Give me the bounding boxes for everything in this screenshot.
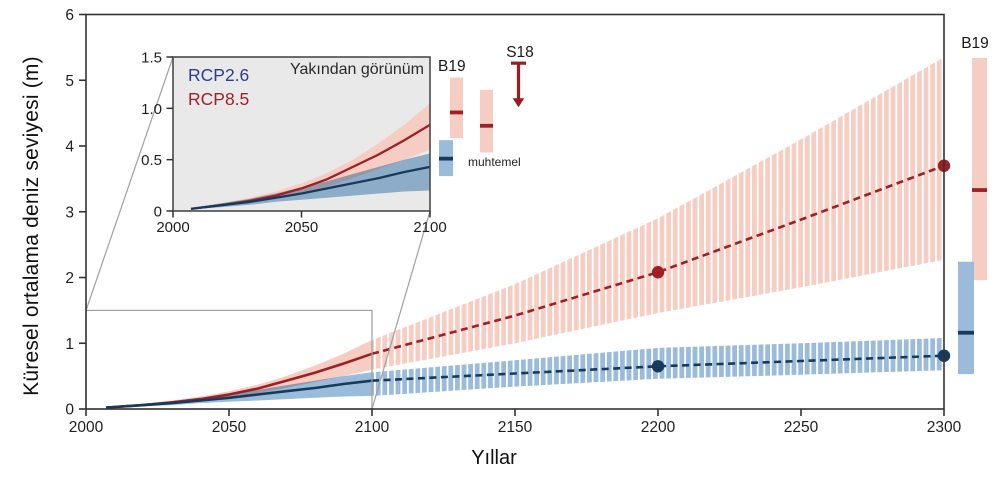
- legend-rcp26: RCP2.6: [188, 65, 249, 85]
- rcp85-marker-2200: [651, 266, 665, 279]
- b19-rcp85-2300-range: [972, 57, 987, 281]
- b19-rcp26-2100-median-tick: [439, 156, 453, 161]
- rcp85-band-hatched: [372, 57, 944, 370]
- b19-rcp85-2300-bar: [972, 57, 987, 281]
- inset-y-tick-label: 0.5: [141, 152, 162, 169]
- y-tick-label: 6: [65, 7, 74, 24]
- muhtemel-rcp85-2100-bar: [480, 89, 493, 153]
- rcp26-band-solid: [106, 372, 372, 409]
- x-axis-title: Yıllar: [471, 447, 517, 469]
- rcp26-marker-2200: [651, 360, 665, 373]
- x-tick-label: 2050: [212, 419, 247, 436]
- y-tick-label: 1: [65, 336, 74, 353]
- y-tick-label: 0: [65, 402, 74, 419]
- b19-label-2300: B19: [961, 35, 989, 52]
- rcp26-median-line-dashed: [371, 354, 945, 382]
- axes: 2000 2050 2100 2150 2200 2250 2300 0 1 2 3 4 5 6: [65, 7, 961, 436]
- s18-arrow-head: [512, 98, 525, 108]
- x-tick-label: 2200: [641, 419, 676, 436]
- y-tick-label: 4: [65, 139, 74, 156]
- inset-x-tick-label: 2050: [285, 219, 318, 236]
- zoom-connector-left: [85, 56, 174, 311]
- inset-x-tick-label: 2100: [413, 219, 446, 236]
- x-tick-label: 2000: [69, 419, 104, 436]
- inset-plot: 0 0.5 1.0 1.5 2000 2050 2100 Yakından görünüm RC…: [141, 50, 447, 237]
- y-tick-label: 5: [65, 73, 74, 90]
- inset-title: Yakından görünüm: [290, 61, 424, 78]
- b19-label-2100: B19: [438, 58, 466, 75]
- b19-rcp26-2300-range: [958, 261, 974, 375]
- s18-label: S18: [506, 44, 534, 61]
- inset-rcp26-band: [191, 153, 430, 210]
- zoom-connector-right: [371, 210, 431, 410]
- y-tick-label: 3: [65, 204, 74, 221]
- rcp26-median-line-solid: [105, 379, 373, 409]
- b19-rcp85-2100-median-tick: [450, 110, 463, 115]
- inset-rcp26-median-line: [190, 165, 431, 211]
- inset-y-tick-label: 0: [154, 204, 162, 221]
- y-tick-label: 2: [65, 270, 74, 287]
- b19-rcp85-2100-range: [450, 77, 463, 139]
- legend-rcp85: RCP8.5: [188, 89, 249, 109]
- s18-arrow: [511, 61, 526, 108]
- annotations-2300: B19: [958, 35, 989, 375]
- b19-rcp85-2100-bar: [450, 77, 463, 139]
- muhtemel-rcp85-2100-range: [480, 89, 493, 153]
- x-tick-label: 2150: [498, 419, 533, 436]
- x-tick-label: 2250: [784, 419, 819, 436]
- b19-rcp26-2300-median-tick: [958, 330, 974, 335]
- inset-x-tick-label: 2000: [156, 219, 189, 236]
- muhtemel-label: muhtemel: [468, 155, 521, 169]
- muhtemel-rcp85-2100-median-tick: [480, 123, 493, 128]
- x-tick-label: 2300: [927, 419, 962, 436]
- b19-rcp26-2100-bar: [439, 140, 453, 177]
- b19-rcp26-2300-bar: [958, 261, 974, 375]
- x-tick-label: 2100: [355, 419, 390, 436]
- inset-y-tick-label: 1.5: [141, 50, 162, 67]
- rcp85-median-line-dashed: [371, 164, 945, 356]
- annotations-2100: B19 muhtemel S18: [438, 44, 534, 177]
- b19-rcp85-2300-median-tick: [972, 188, 987, 192]
- inset-y-tick-label: 1.0: [141, 101, 162, 118]
